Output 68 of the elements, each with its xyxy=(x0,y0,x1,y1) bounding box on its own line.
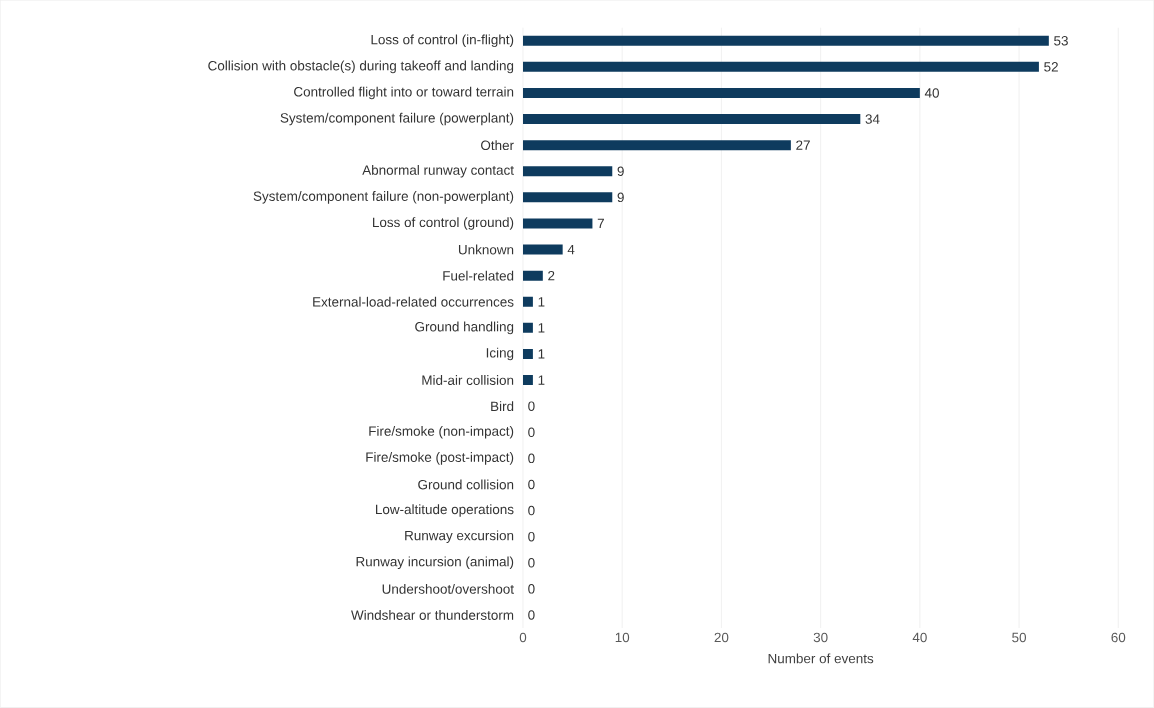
x-tick-label: 0 xyxy=(519,632,527,643)
y-tick-label: Icing xyxy=(486,347,514,361)
y-tick-label: Fuel-related xyxy=(443,270,514,281)
x-tick-label: 40 xyxy=(912,632,927,643)
bar xyxy=(522,114,861,125)
y-tick-label: Loss of control (ground) xyxy=(373,217,514,230)
x-axis-title: Number of events xyxy=(768,653,874,664)
bar xyxy=(522,88,920,99)
data-label: 9 xyxy=(617,192,624,203)
data-label: 0 xyxy=(528,401,535,412)
data-label: 40 xyxy=(924,88,939,98)
data-label: 1 xyxy=(538,297,545,307)
y-tick-label: Abnormal runway contact xyxy=(362,165,514,178)
bar xyxy=(522,349,533,360)
y-tick-label: Fire/smoke (non-impact) xyxy=(369,426,514,439)
x-tick-label: 50 xyxy=(1012,632,1027,643)
y-tick-label: Ground handling xyxy=(415,321,514,335)
data-label: 34 xyxy=(865,114,880,124)
data-label: 1 xyxy=(538,349,545,359)
bar xyxy=(522,140,791,151)
bar xyxy=(522,218,593,229)
y-tick-label: Runway incursion (animal) xyxy=(356,556,514,570)
y-tick-label: Unknown xyxy=(458,244,514,255)
x-tick-label: 20 xyxy=(714,632,729,643)
data-label: 0 xyxy=(528,453,535,464)
y-tick-label: Runway excursion xyxy=(405,530,514,544)
y-tick-label: Undershoot/overshoot xyxy=(382,584,514,594)
y-tick-label: Other xyxy=(481,140,514,151)
y-tick-label: Bird xyxy=(491,401,514,412)
data-label: 0 xyxy=(528,427,535,438)
data-label: 1 xyxy=(538,375,545,385)
x-tick-label: 10 xyxy=(615,632,630,643)
y-tick-label: Mid-air collision xyxy=(422,375,514,386)
bar xyxy=(522,61,1039,72)
bar xyxy=(522,296,533,307)
data-label: 7 xyxy=(597,218,604,229)
y-tick-label: Controlled flight into or toward terrain xyxy=(294,86,514,100)
x-tick-label: 30 xyxy=(813,632,828,643)
data-label: 0 xyxy=(528,610,535,620)
data-label: 53 xyxy=(1054,36,1068,46)
bar xyxy=(522,192,613,203)
data-label: 0 xyxy=(528,505,535,516)
y-tick-label: Fire/smoke (post-impact) xyxy=(366,452,514,465)
bar xyxy=(522,322,533,333)
data-label: 9 xyxy=(617,166,624,177)
data-label: 27 xyxy=(796,140,810,150)
data-label: 1 xyxy=(538,323,545,333)
y-tick-label: Loss of control (in-flight) xyxy=(371,34,514,48)
y-tick-label: Ground collision xyxy=(418,479,514,490)
data-label: 4 xyxy=(567,245,575,255)
bar xyxy=(522,375,533,386)
bar xyxy=(522,270,543,281)
y-tick-label: System/component failure (non-powerplant) xyxy=(253,191,514,204)
y-tick-label: System/component failure (powerplant) xyxy=(280,112,514,126)
y-tick-label: External-load-related occurrences xyxy=(313,296,514,307)
data-label: 0 xyxy=(528,479,535,490)
data-label: 0 xyxy=(528,558,535,568)
y-tick-label: Collision with obstacle(s) during takeoff and landing xyxy=(208,60,514,74)
data-label: 0 xyxy=(528,532,535,542)
data-label: 52 xyxy=(1044,62,1058,72)
bar xyxy=(522,35,1049,46)
bar xyxy=(522,166,613,177)
data-label: 2 xyxy=(548,271,555,281)
data-label: 0 xyxy=(528,584,535,594)
x-tick-label: 60 xyxy=(1111,632,1126,643)
bar xyxy=(522,244,563,255)
y-tick-label: Windshear or thunderstorm xyxy=(351,610,514,621)
y-tick-label: Low-altitude operations xyxy=(376,504,514,517)
